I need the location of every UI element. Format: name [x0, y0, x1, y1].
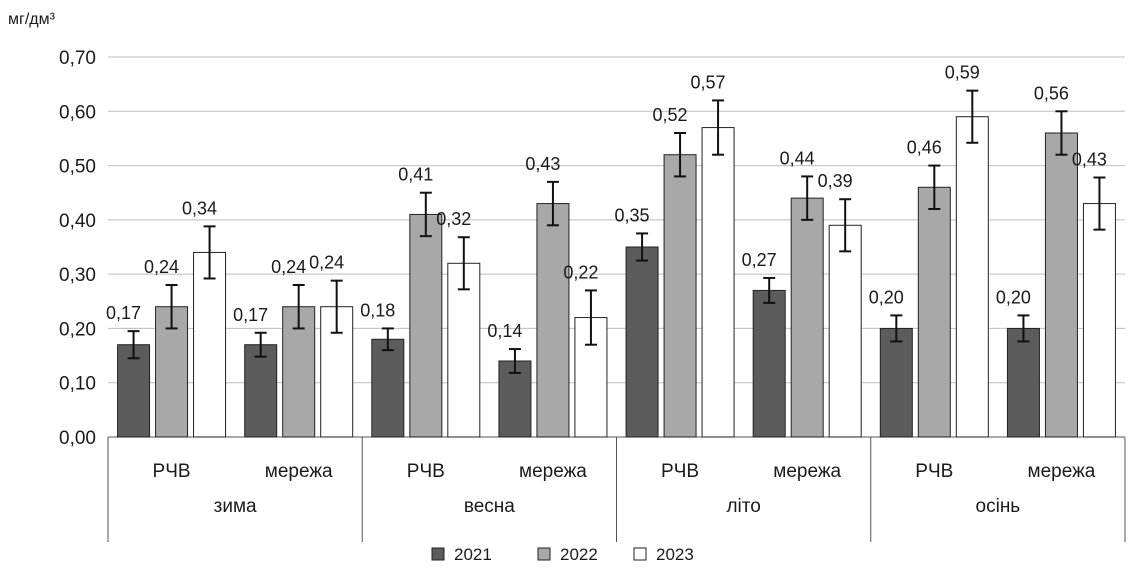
data-label: 0,59 — [945, 63, 980, 83]
data-label: 0,56 — [1034, 83, 1069, 103]
bars — [117, 116, 1116, 438]
bar — [371, 338, 405, 438]
data-label: 0,20 — [869, 287, 904, 307]
category-label: мережа — [1028, 461, 1096, 482]
bar — [117, 344, 151, 438]
bar — [1082, 203, 1116, 438]
bar — [1044, 132, 1078, 438]
legend: 2021 2022 2023 — [431, 545, 694, 564]
y-tick-label: 0,50 — [59, 157, 96, 178]
bar — [917, 186, 951, 438]
data-label: 0,34 — [182, 198, 217, 218]
bar — [1006, 327, 1040, 438]
gridlines — [108, 56, 1125, 438]
category-label: мережа — [519, 461, 587, 482]
bar — [282, 306, 316, 438]
data-label: 0,43 — [525, 154, 560, 174]
category-label: РЧВ — [661, 461, 699, 482]
y-tick-label: 0,10 — [59, 374, 96, 395]
y-tick-label: 0,70 — [59, 48, 96, 69]
legend-swatch — [537, 547, 551, 561]
data-label: 0,24 — [309, 253, 344, 273]
category-label: мережа — [773, 461, 841, 482]
bar — [663, 154, 697, 438]
unit-label: мг/дм³ — [8, 11, 56, 28]
data-label: 0,17 — [233, 305, 268, 325]
legend-swatch — [431, 547, 445, 561]
data-label: 0,41 — [398, 165, 433, 185]
bar — [955, 116, 989, 438]
group-label: весна — [464, 496, 515, 517]
bar — [752, 289, 786, 438]
bar — [828, 224, 862, 438]
data-label: 0,20 — [996, 287, 1031, 307]
data-label: 0,22 — [563, 262, 598, 282]
data-label: 0,24 — [271, 257, 306, 277]
data-label: 0,24 — [144, 257, 179, 277]
legend-label: 2021 — [454, 545, 492, 564]
data-label: 0,44 — [780, 148, 815, 168]
data-label: 0,27 — [742, 250, 777, 270]
data-label: 0,57 — [691, 72, 726, 92]
data-label: 0,39 — [818, 171, 853, 191]
y-axis: 0,00 0,10 0,20 0,30 0,40 0,50 0,60 0,70 — [59, 48, 96, 449]
bar — [879, 327, 913, 438]
bar — [625, 246, 659, 438]
bar — [790, 197, 824, 438]
data-labels: 0,17 0,17 0,180,140,350,270,20 0,200,24 0,24… — [106, 63, 1107, 341]
legend-label: 2022 — [560, 545, 598, 564]
bar — [701, 127, 735, 438]
category-label: РЧВ — [153, 461, 191, 482]
category-label: РЧВ — [915, 461, 953, 482]
category-label: мережа — [265, 461, 333, 482]
bar — [409, 213, 443, 438]
data-label: 0,35 — [615, 205, 650, 225]
data-label: 0,17 — [106, 303, 141, 323]
y-tick-label: 0,40 — [59, 211, 96, 232]
error-bars — [127, 89, 1106, 374]
data-label: 0,43 — [1072, 150, 1107, 170]
data-label: 0,46 — [907, 138, 942, 158]
y-tick-label: 0,00 — [59, 428, 96, 449]
y-tick-label: 0,20 — [59, 319, 96, 340]
category-label: РЧВ — [407, 461, 445, 482]
legend-label: 2023 — [656, 545, 694, 564]
data-label: 0,18 — [360, 300, 395, 320]
y-tick-label: 0,60 — [59, 102, 96, 123]
data-label: 0,32 — [436, 209, 471, 229]
data-label: 0,14 — [487, 321, 522, 341]
bar — [244, 344, 278, 438]
group-label: зима — [214, 496, 257, 517]
group-label: літо — [726, 496, 760, 517]
bar — [536, 203, 570, 438]
group-label: осінь — [976, 496, 1021, 517]
legend-swatch — [633, 547, 647, 561]
data-label: 0,52 — [653, 105, 688, 125]
bar — [193, 251, 227, 438]
y-tick-label: 0,30 — [59, 265, 96, 286]
